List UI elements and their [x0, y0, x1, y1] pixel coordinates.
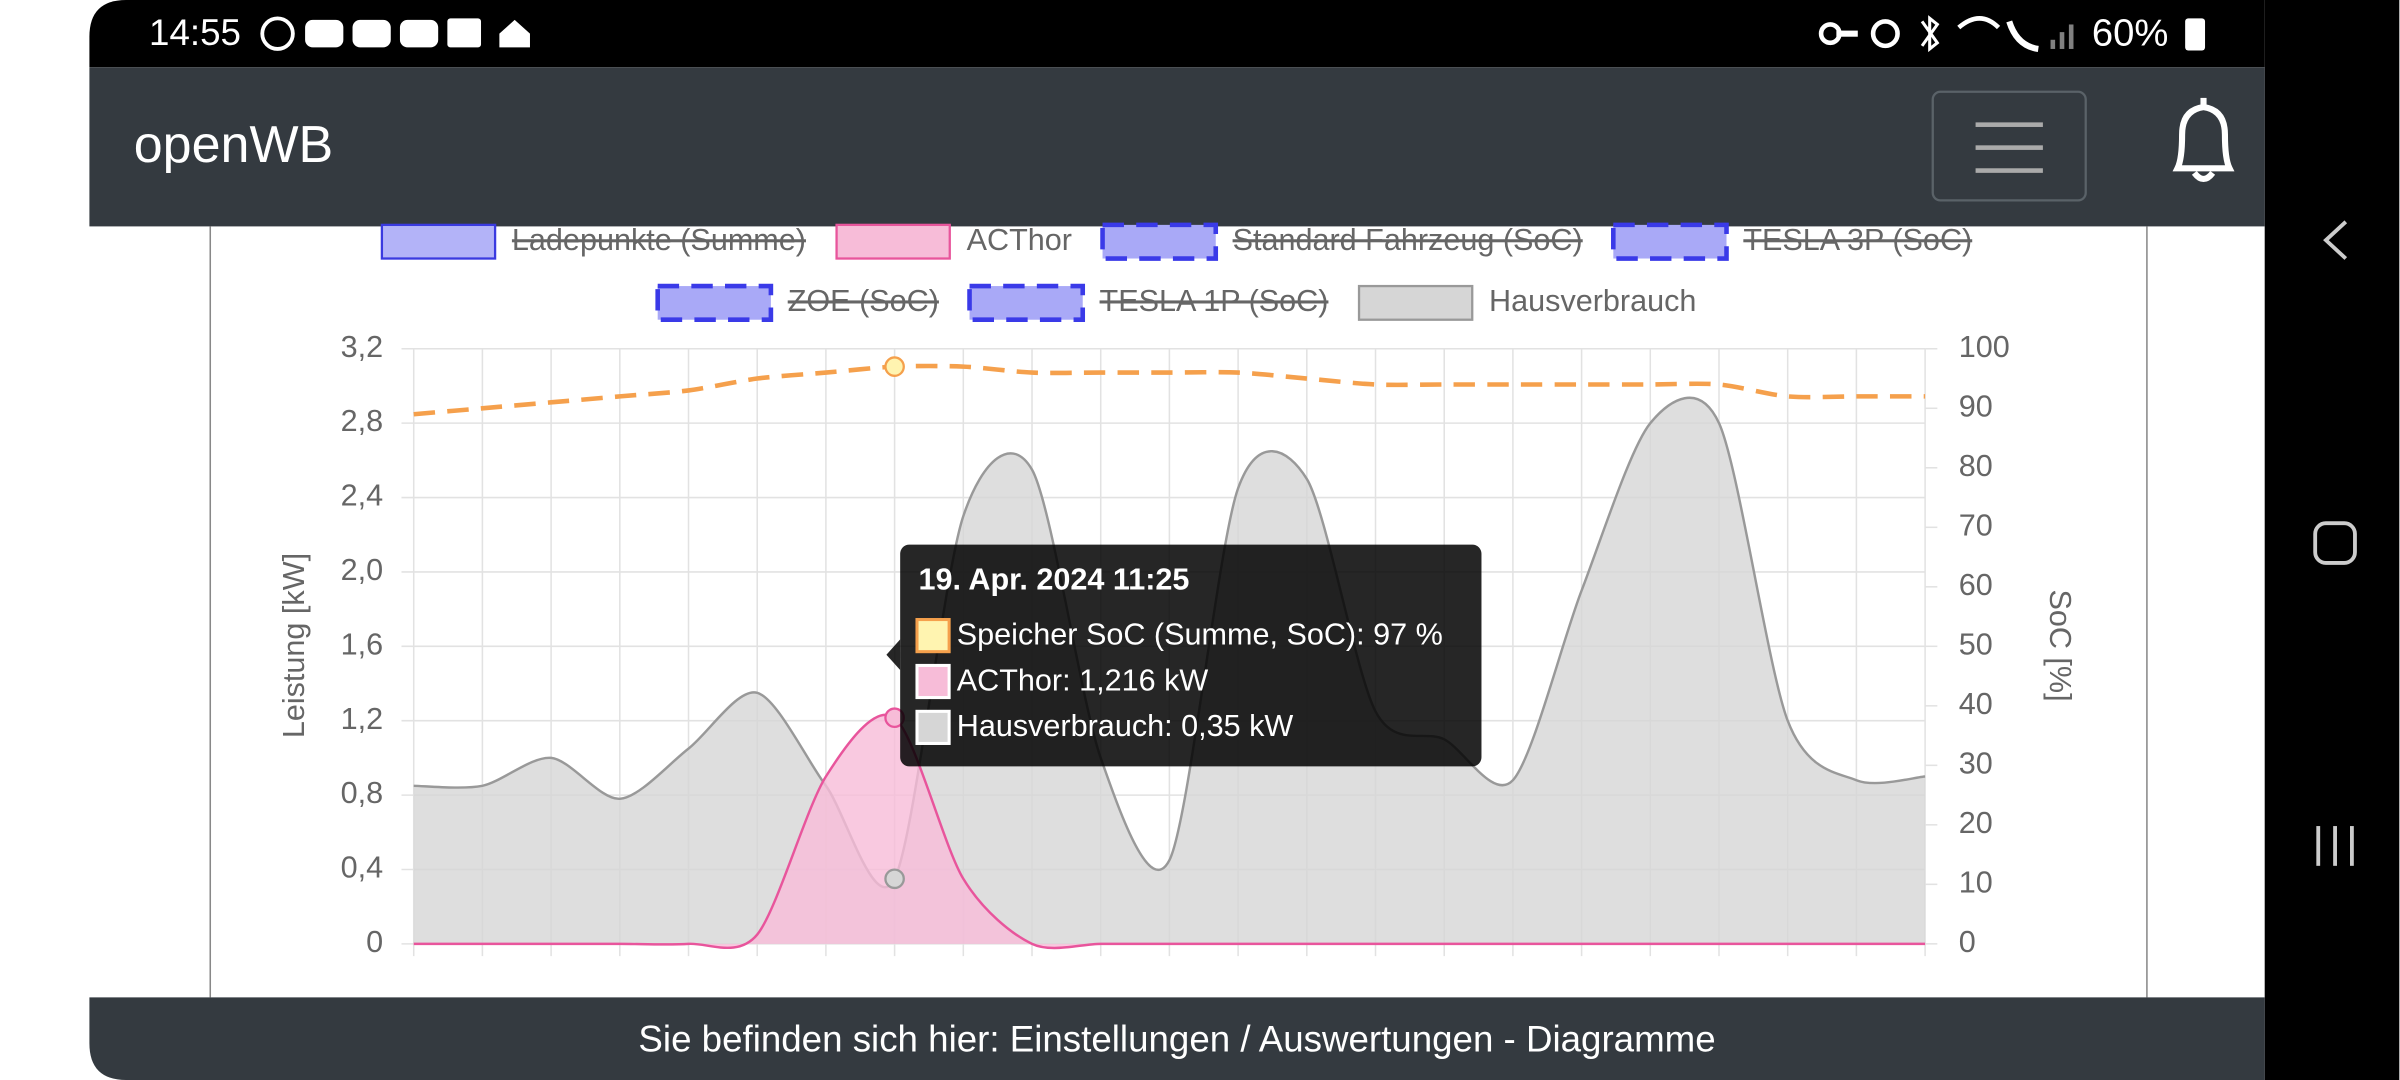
y-tick-label: 2,8 — [341, 404, 384, 438]
system-nav — [2264, 0, 2400, 1080]
y2-tick-label: 90 — [1959, 389, 1993, 423]
legend-swatch — [1611, 222, 1729, 261]
legend-item[interactable]: TESLA 1P (SoC) — [967, 283, 1329, 323]
legend-label: Ladepunkte (Summe) — [512, 223, 806, 257]
legend-swatch — [1357, 284, 1474, 321]
tooltip-arrow — [886, 639, 901, 671]
y2-axis-title: SoC [%] — [2043, 589, 2077, 701]
y-tick-label: 0,8 — [341, 776, 384, 810]
legend-swatch — [655, 283, 774, 323]
legend-swatch — [967, 283, 1086, 323]
area — [413, 397, 1926, 944]
legend-item[interactable]: ACThor — [835, 223, 1072, 260]
y2-tick-label: 60 — [1959, 568, 1993, 602]
legend-item[interactable]: Ladepunkte (Summe) — [380, 223, 806, 260]
y2-tick-label: 10 — [1959, 865, 1993, 899]
tooltip-line: ACThor: 1,216 kW — [957, 663, 1209, 697]
legend-label: Standard Fahrzeug (SoC) — [1233, 223, 1583, 257]
y-tick-label: 1,6 — [341, 627, 384, 661]
y-tick-label: 0,4 — [341, 851, 384, 885]
y2-tick-label: 100 — [1959, 330, 2010, 364]
legend-label: ACThor — [967, 223, 1072, 257]
y2-tick-label: 0 — [1959, 925, 1976, 959]
y-axis-title: Leistung [kW] — [277, 553, 311, 738]
y2-tick-label: 70 — [1959, 508, 1993, 542]
y-tick-label: 2,0 — [341, 553, 384, 587]
notification-icons — [260, 16, 530, 51]
legend-swatch — [1100, 222, 1219, 261]
line — [413, 396, 1926, 889]
hover-point — [884, 868, 905, 890]
tooltip-swatch — [915, 709, 951, 745]
y2-tick-label: 20 — [1959, 806, 1993, 840]
footer — [89, 997, 2265, 1080]
legend-swatch — [380, 223, 497, 260]
status-bar — [89, 0, 2265, 68]
y2-tick-label: 50 — [1959, 627, 1993, 661]
line — [413, 713, 1926, 950]
tooltip-line: Hausverbrauch: 0,35 kW — [957, 709, 1294, 743]
tooltip-line: Speicher SoC (Summe, SoC): 97 % — [957, 617, 1443, 651]
area — [413, 714, 1926, 948]
tooltip-swatch — [915, 663, 951, 700]
y2-tick-label: 80 — [1959, 449, 1993, 483]
legend-item[interactable]: TESLA 3P (SoC) — [1611, 222, 1972, 261]
recents-button[interactable] — [2316, 826, 2354, 866]
tooltip-title: 19. Apr. 2024 11:25 — [919, 562, 1190, 596]
clock: 14:55 — [149, 12, 241, 53]
legend-label: TESLA 1P (SoC) — [1100, 284, 1329, 318]
y-tick-label: 3,2 — [341, 330, 384, 364]
legend-item[interactable]: Standard Fahrzeug (SoC) — [1100, 222, 1583, 261]
notification-bell[interactable] — [2172, 97, 2235, 182]
y-tick-label: 1,2 — [341, 702, 384, 736]
breadcrumb: Sie befinden sich hier: Einstellungen / … — [638, 1018, 1715, 1059]
y2-tick-label: 30 — [1959, 746, 1993, 780]
legend-label: ZOE (SoC) — [788, 284, 939, 318]
chart: 0 0,4 0,8 1,2 1,6 2,0 2,4 2,8 3,2 0 10 20 30 40 50 60 70… — [277, 222, 2077, 959]
legend-item[interactable]: ZOE (SoC) — [655, 283, 939, 323]
legend-label: TESLA 3P (SoC) — [1743, 223, 1972, 257]
y2-tick-label: 40 — [1959, 687, 1993, 721]
brand[interactable]: openWB — [134, 116, 333, 174]
line — [413, 363, 1926, 417]
navbar — [89, 67, 2265, 227]
y-tick-label: 2,4 — [341, 479, 384, 513]
legend-item[interactable]: Hausverbrauch — [1357, 284, 1696, 321]
tooltip — [900, 544, 1482, 767]
legend-label: Hausverbrauch — [1489, 284, 1696, 318]
y-tick-label: 0 — [366, 925, 383, 959]
hover-point — [884, 356, 905, 377]
battery-level: 60% — [2092, 11, 2169, 54]
tooltip-swatch — [915, 618, 951, 654]
back-button[interactable] — [2323, 220, 2348, 260]
legend-swatch — [835, 223, 951, 260]
system-icons — [1818, 15, 2206, 53]
menu-toggle[interactable] — [1931, 90, 2087, 202]
home-button[interactable] — [2313, 521, 2357, 565]
